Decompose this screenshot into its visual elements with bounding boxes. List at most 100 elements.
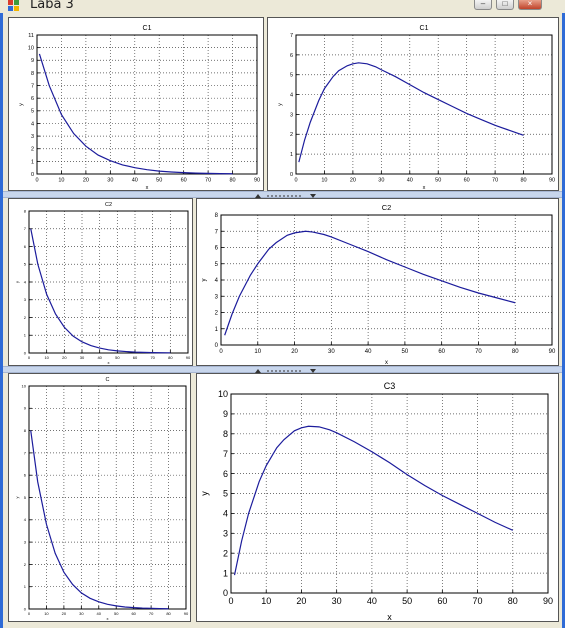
data-point	[495, 125, 496, 126]
data-point	[55, 314, 56, 315]
y-tick-label: 1	[24, 333, 27, 338]
data-point	[442, 495, 443, 496]
data-point	[61, 114, 62, 115]
y-tick-label: 4	[215, 278, 219, 284]
data-point	[305, 231, 306, 232]
app-icon	[8, 0, 19, 11]
y-tick-label: 5	[24, 495, 27, 500]
x-tick-label: 20	[350, 178, 356, 184]
y-tick-label: 4	[223, 509, 228, 519]
data-point	[304, 140, 305, 141]
data-point	[224, 335, 225, 336]
data-point	[81, 593, 82, 594]
data-point	[389, 462, 390, 463]
data-point	[39, 54, 40, 55]
y-tick-label: 4	[290, 92, 293, 98]
data-point	[368, 251, 369, 252]
x-tick-label: 10	[58, 178, 64, 184]
data-point	[161, 352, 162, 353]
y-tick-label: 7	[223, 449, 228, 459]
data-point	[310, 122, 311, 123]
x-tick-label: 90	[549, 178, 555, 184]
y-tick-label: 6	[215, 246, 219, 252]
y-axis-label: y	[278, 103, 284, 106]
data-point	[64, 327, 65, 328]
data-point	[266, 465, 267, 466]
splitter-up-arrow-icon[interactable]	[255, 368, 261, 373]
series-line	[30, 430, 169, 610]
data-point	[478, 293, 479, 294]
y-tick-label: 9	[31, 58, 34, 64]
horizontal-splitter-1[interactable]	[3, 191, 562, 198]
x-tick-label: 80	[168, 355, 173, 360]
data-point	[232, 173, 233, 174]
horizontal-splitter-2[interactable]	[3, 366, 562, 373]
data-point	[495, 522, 496, 523]
x-tick-label: 0	[219, 349, 223, 355]
data-point	[460, 504, 461, 505]
x-tick-label: 90	[549, 349, 556, 355]
y-tick-label: 2	[215, 311, 219, 317]
data-point	[82, 341, 83, 342]
data-point	[496, 297, 497, 298]
data-point	[239, 296, 240, 297]
plot-area-frame	[295, 34, 553, 175]
data-point	[259, 481, 260, 482]
y-tick-label: 8	[24, 208, 27, 213]
y-tick-label: 3	[290, 112, 293, 118]
data-point	[30, 430, 31, 431]
splitter-grip	[266, 195, 302, 197]
data-point	[395, 76, 396, 77]
x-tick-label: 20	[83, 178, 89, 184]
data-point	[85, 146, 86, 147]
x-tick-label: 70	[475, 349, 482, 355]
y-tick-label: 0	[31, 172, 34, 178]
y-tick-label: 0	[24, 606, 27, 611]
minimize-icon: –	[480, 0, 486, 8]
data-point	[276, 447, 277, 448]
x-axis-label: x	[107, 616, 109, 621]
chart-c2-right: 0 10 20 30 40 50 60 70 80 90 0 1 2 3 4 5 6 7 8 C2 x y	[201, 203, 556, 366]
y-tick-label: 6	[24, 473, 27, 478]
y-tick-label: 7	[290, 33, 293, 39]
data-point	[99, 348, 100, 349]
data-point	[90, 345, 91, 346]
data-point	[134, 167, 135, 168]
close-button[interactable]: ×	[518, 0, 542, 10]
data-point	[159, 608, 160, 609]
data-point	[466, 113, 467, 114]
data-point	[460, 287, 461, 288]
x-tick-label: 90	[543, 596, 553, 606]
data-point	[338, 70, 339, 71]
x-tick-label: 20	[62, 611, 67, 616]
data-point	[98, 155, 99, 156]
x-tick-label: 90	[184, 611, 189, 616]
x-tick-label: 60	[133, 355, 138, 360]
data-point	[283, 439, 284, 440]
data-point	[287, 235, 288, 236]
x-tick-label: 40	[365, 349, 372, 355]
chart-title: C2	[105, 202, 112, 208]
x-tick-label: 20	[62, 355, 67, 360]
x-tick-label: 40	[97, 611, 102, 616]
splitter-down-arrow-icon[interactable]	[310, 193, 316, 198]
data-point	[133, 607, 134, 608]
x-tick-label: 40	[367, 596, 377, 606]
chart-c2-left: 0 10 20 30 40 50 60 70 80 90 0 1 2 3 4 5 6 7 8 C2 x y	[15, 202, 191, 365]
minimize-button[interactable]: –	[474, 0, 492, 10]
y-tick-label: 8	[215, 213, 219, 219]
splitter-up-arrow-icon[interactable]	[255, 193, 261, 198]
data-point	[319, 426, 320, 427]
y-tick-label: 4	[24, 517, 27, 522]
splitter-down-arrow-icon[interactable]	[310, 368, 316, 373]
data-point	[195, 173, 196, 174]
maximize-button[interactable]: □	[496, 0, 514, 10]
y-tick-label: 2	[31, 147, 34, 153]
y-axis-label: y	[19, 103, 25, 106]
window-title: Laba 3	[30, 0, 74, 12]
y-tick-label: 5	[215, 262, 219, 268]
y-tick-label: 5	[290, 73, 293, 79]
data-point	[331, 237, 332, 238]
x-tick-label: 50	[156, 178, 162, 184]
data-point	[143, 352, 144, 353]
